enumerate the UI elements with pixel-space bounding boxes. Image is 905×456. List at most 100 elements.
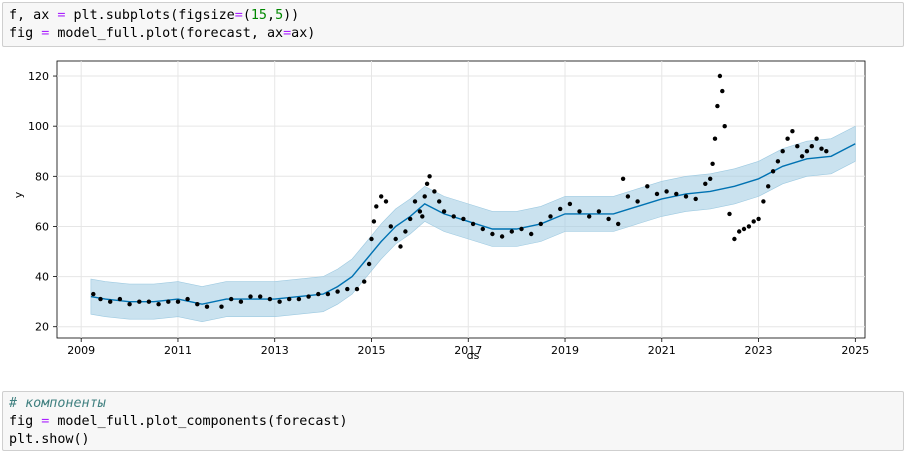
observed-point bbox=[383, 199, 389, 204]
observed-point bbox=[741, 226, 747, 232]
observed-point bbox=[424, 181, 430, 186]
y-tick-label: 40 bbox=[35, 271, 49, 284]
observed-point bbox=[287, 296, 292, 302]
observed-point bbox=[185, 296, 190, 302]
observed-point bbox=[780, 149, 785, 154]
observed-point bbox=[664, 189, 669, 194]
observed-point bbox=[117, 296, 123, 302]
observed-point bbox=[229, 296, 234, 302]
x-tick-label: 2015 bbox=[357, 344, 385, 357]
observed-point bbox=[674, 191, 679, 197]
observed-point bbox=[635, 199, 640, 204]
observed-point bbox=[683, 194, 689, 199]
observed-point bbox=[720, 88, 725, 94]
observed-point bbox=[620, 176, 626, 181]
observed-point bbox=[703, 181, 708, 186]
observed-point bbox=[451, 214, 456, 219]
observed-point bbox=[267, 296, 273, 302]
observed-point bbox=[296, 296, 302, 302]
observed-point bbox=[325, 291, 331, 297]
observed-point bbox=[195, 302, 200, 307]
observed-point bbox=[606, 216, 611, 222]
observed-point bbox=[362, 279, 367, 284]
observed-point bbox=[146, 299, 152, 304]
observed-point bbox=[499, 234, 505, 239]
observed-point bbox=[596, 209, 602, 214]
observed-point bbox=[388, 224, 393, 229]
observed-point bbox=[219, 304, 224, 309]
observed-point bbox=[529, 231, 534, 237]
observed-point bbox=[490, 231, 495, 237]
observed-point bbox=[398, 244, 403, 249]
observed-point bbox=[175, 299, 181, 304]
observed-point bbox=[775, 159, 781, 164]
observed-point bbox=[461, 216, 466, 222]
observed-point bbox=[422, 194, 427, 199]
observed-point bbox=[427, 174, 432, 179]
x-tick-label: 2009 bbox=[67, 344, 95, 357]
y-tick-label: 120 bbox=[28, 70, 49, 83]
observed-point bbox=[785, 136, 790, 141]
observed-point bbox=[708, 176, 713, 181]
observed-point bbox=[277, 299, 282, 304]
observed-point bbox=[616, 221, 621, 227]
code-editor-plot[interactable]: f, ax = plt.subplots(figsize=(15,5)) fig… bbox=[9, 8, 316, 41]
observed-point bbox=[548, 214, 553, 219]
observed-point bbox=[645, 184, 650, 189]
observed-point bbox=[248, 294, 253, 299]
observed-point bbox=[804, 149, 810, 154]
observed-point bbox=[790, 129, 795, 134]
observed-point bbox=[91, 291, 96, 297]
observed-point bbox=[819, 146, 824, 151]
observed-point bbox=[98, 296, 103, 302]
y-tick-label: 60 bbox=[35, 220, 49, 233]
observed-point bbox=[577, 209, 582, 214]
observed-point bbox=[480, 226, 485, 232]
code-editor-components[interactable]: # компоненты fig = model_full.plot_compo… bbox=[9, 396, 348, 447]
observed-point bbox=[306, 294, 311, 299]
y-tick-label: 100 bbox=[28, 120, 49, 133]
observed-point bbox=[393, 236, 398, 242]
observed-point bbox=[432, 189, 437, 194]
observed-point bbox=[732, 236, 737, 242]
code-cell-plot[interactable]: f, ax = plt.subplots(figsize=(15,5)) fig… bbox=[2, 2, 904, 47]
observed-point bbox=[374, 204, 379, 209]
code-cell-components[interactable]: # компоненты fig = model_full.plot_compo… bbox=[2, 391, 904, 451]
observed-point bbox=[770, 169, 776, 174]
forecast-chart: 2009 2011 2013 2015 2017 2019 2021 2023 2025 20 4… bbox=[12, 60, 869, 362]
x-tick-label: 2011 bbox=[164, 344, 192, 357]
observed-point bbox=[412, 199, 418, 204]
observed-point bbox=[316, 291, 321, 297]
observed-point bbox=[417, 209, 423, 214]
observed-point bbox=[204, 304, 210, 309]
observed-point bbox=[108, 299, 113, 304]
observed-point bbox=[766, 184, 771, 189]
observed-point bbox=[625, 194, 631, 199]
observed-point bbox=[408, 216, 413, 222]
x-tick-label: 2019 bbox=[551, 344, 579, 357]
observed-point bbox=[437, 199, 442, 204]
observed-point bbox=[693, 196, 698, 202]
observed-point bbox=[371, 219, 377, 224]
x-tick-label: 2025 bbox=[841, 344, 869, 357]
y-axis-label: y bbox=[12, 191, 25, 198]
observed-point bbox=[756, 216, 761, 222]
x-tick-label: 2013 bbox=[261, 344, 289, 357]
observed-point bbox=[712, 136, 718, 141]
observed-point bbox=[156, 302, 161, 307]
forecast-line bbox=[90, 143, 856, 305]
observed-point bbox=[519, 226, 524, 232]
observed-point bbox=[538, 221, 543, 227]
observed-point bbox=[799, 154, 805, 159]
observed-point bbox=[366, 261, 372, 267]
observed-point bbox=[127, 302, 132, 307]
observed-point bbox=[715, 103, 720, 109]
observed-point bbox=[470, 221, 476, 227]
observed-point bbox=[379, 194, 384, 199]
observed-point bbox=[258, 294, 263, 299]
observed-point bbox=[761, 199, 766, 204]
x-tick-label: 2021 bbox=[648, 344, 676, 357]
observed-point bbox=[345, 286, 350, 292]
observed-point bbox=[710, 161, 715, 166]
observed-point bbox=[441, 209, 447, 214]
